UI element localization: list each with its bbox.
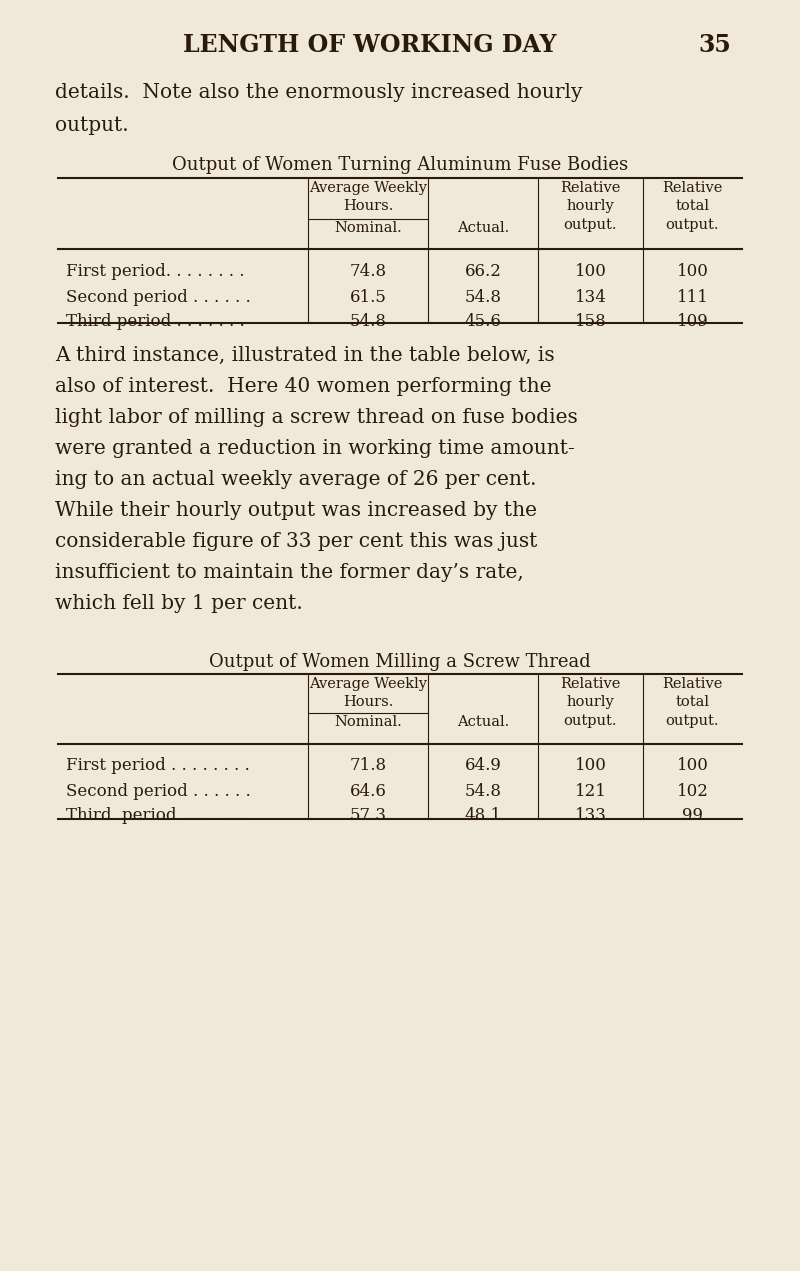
Text: While their hourly output was increased by the: While their hourly output was increased …: [55, 501, 537, 520]
Text: Second period . . . . . .: Second period . . . . . .: [66, 783, 250, 801]
Text: considerable figure of 33 per cent this was just: considerable figure of 33 per cent this …: [55, 533, 538, 552]
Text: Average Weekly
Hours.: Average Weekly Hours.: [309, 180, 427, 214]
Text: Relative
hourly
output.: Relative hourly output.: [560, 180, 621, 231]
Text: output.: output.: [55, 116, 129, 135]
Text: A third instance, illustrated in the table below, is: A third instance, illustrated in the tab…: [55, 346, 554, 365]
Text: 111: 111: [677, 289, 709, 305]
Text: 64.9: 64.9: [465, 758, 502, 774]
Text: 99: 99: [682, 807, 703, 825]
Text: Relative
total
output.: Relative total output.: [662, 180, 722, 231]
Text: 121: 121: [574, 783, 606, 801]
Text: 35: 35: [698, 33, 731, 57]
Text: 54.8: 54.8: [350, 313, 386, 329]
Text: 134: 134: [574, 289, 606, 305]
Text: 74.8: 74.8: [350, 263, 386, 280]
Text: Actual.: Actual.: [457, 716, 509, 730]
Text: 48.1: 48.1: [465, 807, 502, 825]
Text: Third  period . . . . . . .: Third period . . . . . . .: [66, 807, 250, 825]
Text: Average Weekly
Hours.: Average Weekly Hours.: [309, 677, 427, 709]
Text: Second period . . . . . .: Second period . . . . . .: [66, 289, 250, 305]
Text: 54.8: 54.8: [465, 783, 502, 801]
Text: Third period . . . . . . .: Third period . . . . . . .: [66, 313, 245, 329]
Text: ing to an actual weekly average of 26 per cent.: ing to an actual weekly average of 26 pe…: [55, 470, 537, 489]
Text: 102: 102: [677, 783, 709, 801]
Text: Nominal.: Nominal.: [334, 716, 402, 730]
Text: 66.2: 66.2: [465, 263, 502, 280]
Text: which fell by 1 per cent.: which fell by 1 per cent.: [55, 594, 302, 613]
Text: 100: 100: [677, 758, 709, 774]
Text: 71.8: 71.8: [350, 758, 386, 774]
Text: Relative
total
output.: Relative total output.: [662, 677, 722, 728]
Text: light labor of milling a screw thread on fuse bodies: light labor of milling a screw thread on…: [55, 408, 578, 427]
Text: 158: 158: [574, 313, 606, 329]
Text: Output of Women Turning Aluminum Fuse Bodies: Output of Women Turning Aluminum Fuse Bo…: [172, 156, 628, 174]
Text: 100: 100: [677, 263, 709, 280]
Text: Actual.: Actual.: [457, 221, 509, 235]
Text: First period. . . . . . . .: First period. . . . . . . .: [66, 263, 245, 280]
Text: 133: 133: [574, 807, 606, 825]
Text: First period . . . . . . . .: First period . . . . . . . .: [66, 758, 250, 774]
Text: 57.3: 57.3: [350, 807, 386, 825]
Text: LENGTH OF WORKING DAY: LENGTH OF WORKING DAY: [183, 33, 557, 57]
Text: also of interest.  Here 40 women performing the: also of interest. Here 40 women performi…: [55, 377, 551, 397]
Text: 64.6: 64.6: [350, 783, 386, 801]
Text: Relative
hourly
output.: Relative hourly output.: [560, 677, 621, 728]
Text: 109: 109: [677, 313, 708, 329]
Text: details.  Note also the enormously increased hourly: details. Note also the enormously increa…: [55, 83, 582, 102]
Text: 45.6: 45.6: [465, 313, 502, 329]
Text: were granted a reduction in working time amount-: were granted a reduction in working time…: [55, 438, 574, 458]
Text: insufficient to maintain the former day’s rate,: insufficient to maintain the former day’…: [55, 563, 524, 582]
Text: 54.8: 54.8: [465, 289, 502, 305]
Text: Output of Women Milling a Screw Thread: Output of Women Milling a Screw Thread: [209, 653, 591, 671]
Text: 100: 100: [574, 263, 606, 280]
Text: 61.5: 61.5: [350, 289, 386, 305]
Text: Nominal.: Nominal.: [334, 221, 402, 235]
Text: 100: 100: [574, 758, 606, 774]
